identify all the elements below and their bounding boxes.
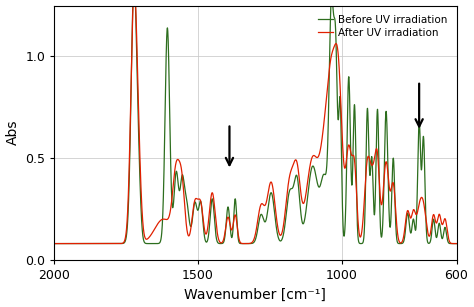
Before UV irradiation bbox=[223, 223, 229, 227]
Before UV irradiation bbox=[121, 241, 127, 245]
Before UV irradiation bbox=[206, 233, 211, 237]
Before UV irradiation bbox=[454, 242, 459, 245]
After UV irradiation bbox=[446, 237, 452, 241]
After UV irradiation bbox=[402, 222, 408, 225]
After UV irradiation bbox=[97, 242, 103, 245]
After UV irradiation bbox=[206, 219, 211, 222]
After UV irradiation bbox=[51, 242, 57, 245]
Line: Before UV irradiation: Before UV irradiation bbox=[54, 0, 456, 243]
After UV irradiation bbox=[454, 242, 459, 245]
Line: After UV irradiation: After UV irradiation bbox=[54, 0, 456, 243]
Y-axis label: Abs: Abs bbox=[6, 120, 19, 146]
X-axis label: Wavenumber [cm⁻¹]: Wavenumber [cm⁻¹] bbox=[184, 287, 326, 301]
Before UV irradiation bbox=[402, 229, 408, 232]
Before UV irradiation bbox=[446, 241, 452, 245]
Before UV irradiation bbox=[97, 242, 103, 245]
After UV irradiation bbox=[223, 224, 229, 227]
Legend: Before UV irradiation, After UV irradiation: Before UV irradiation, After UV irradiat… bbox=[314, 11, 451, 42]
Before UV irradiation bbox=[51, 242, 57, 245]
After UV irradiation bbox=[121, 240, 127, 244]
